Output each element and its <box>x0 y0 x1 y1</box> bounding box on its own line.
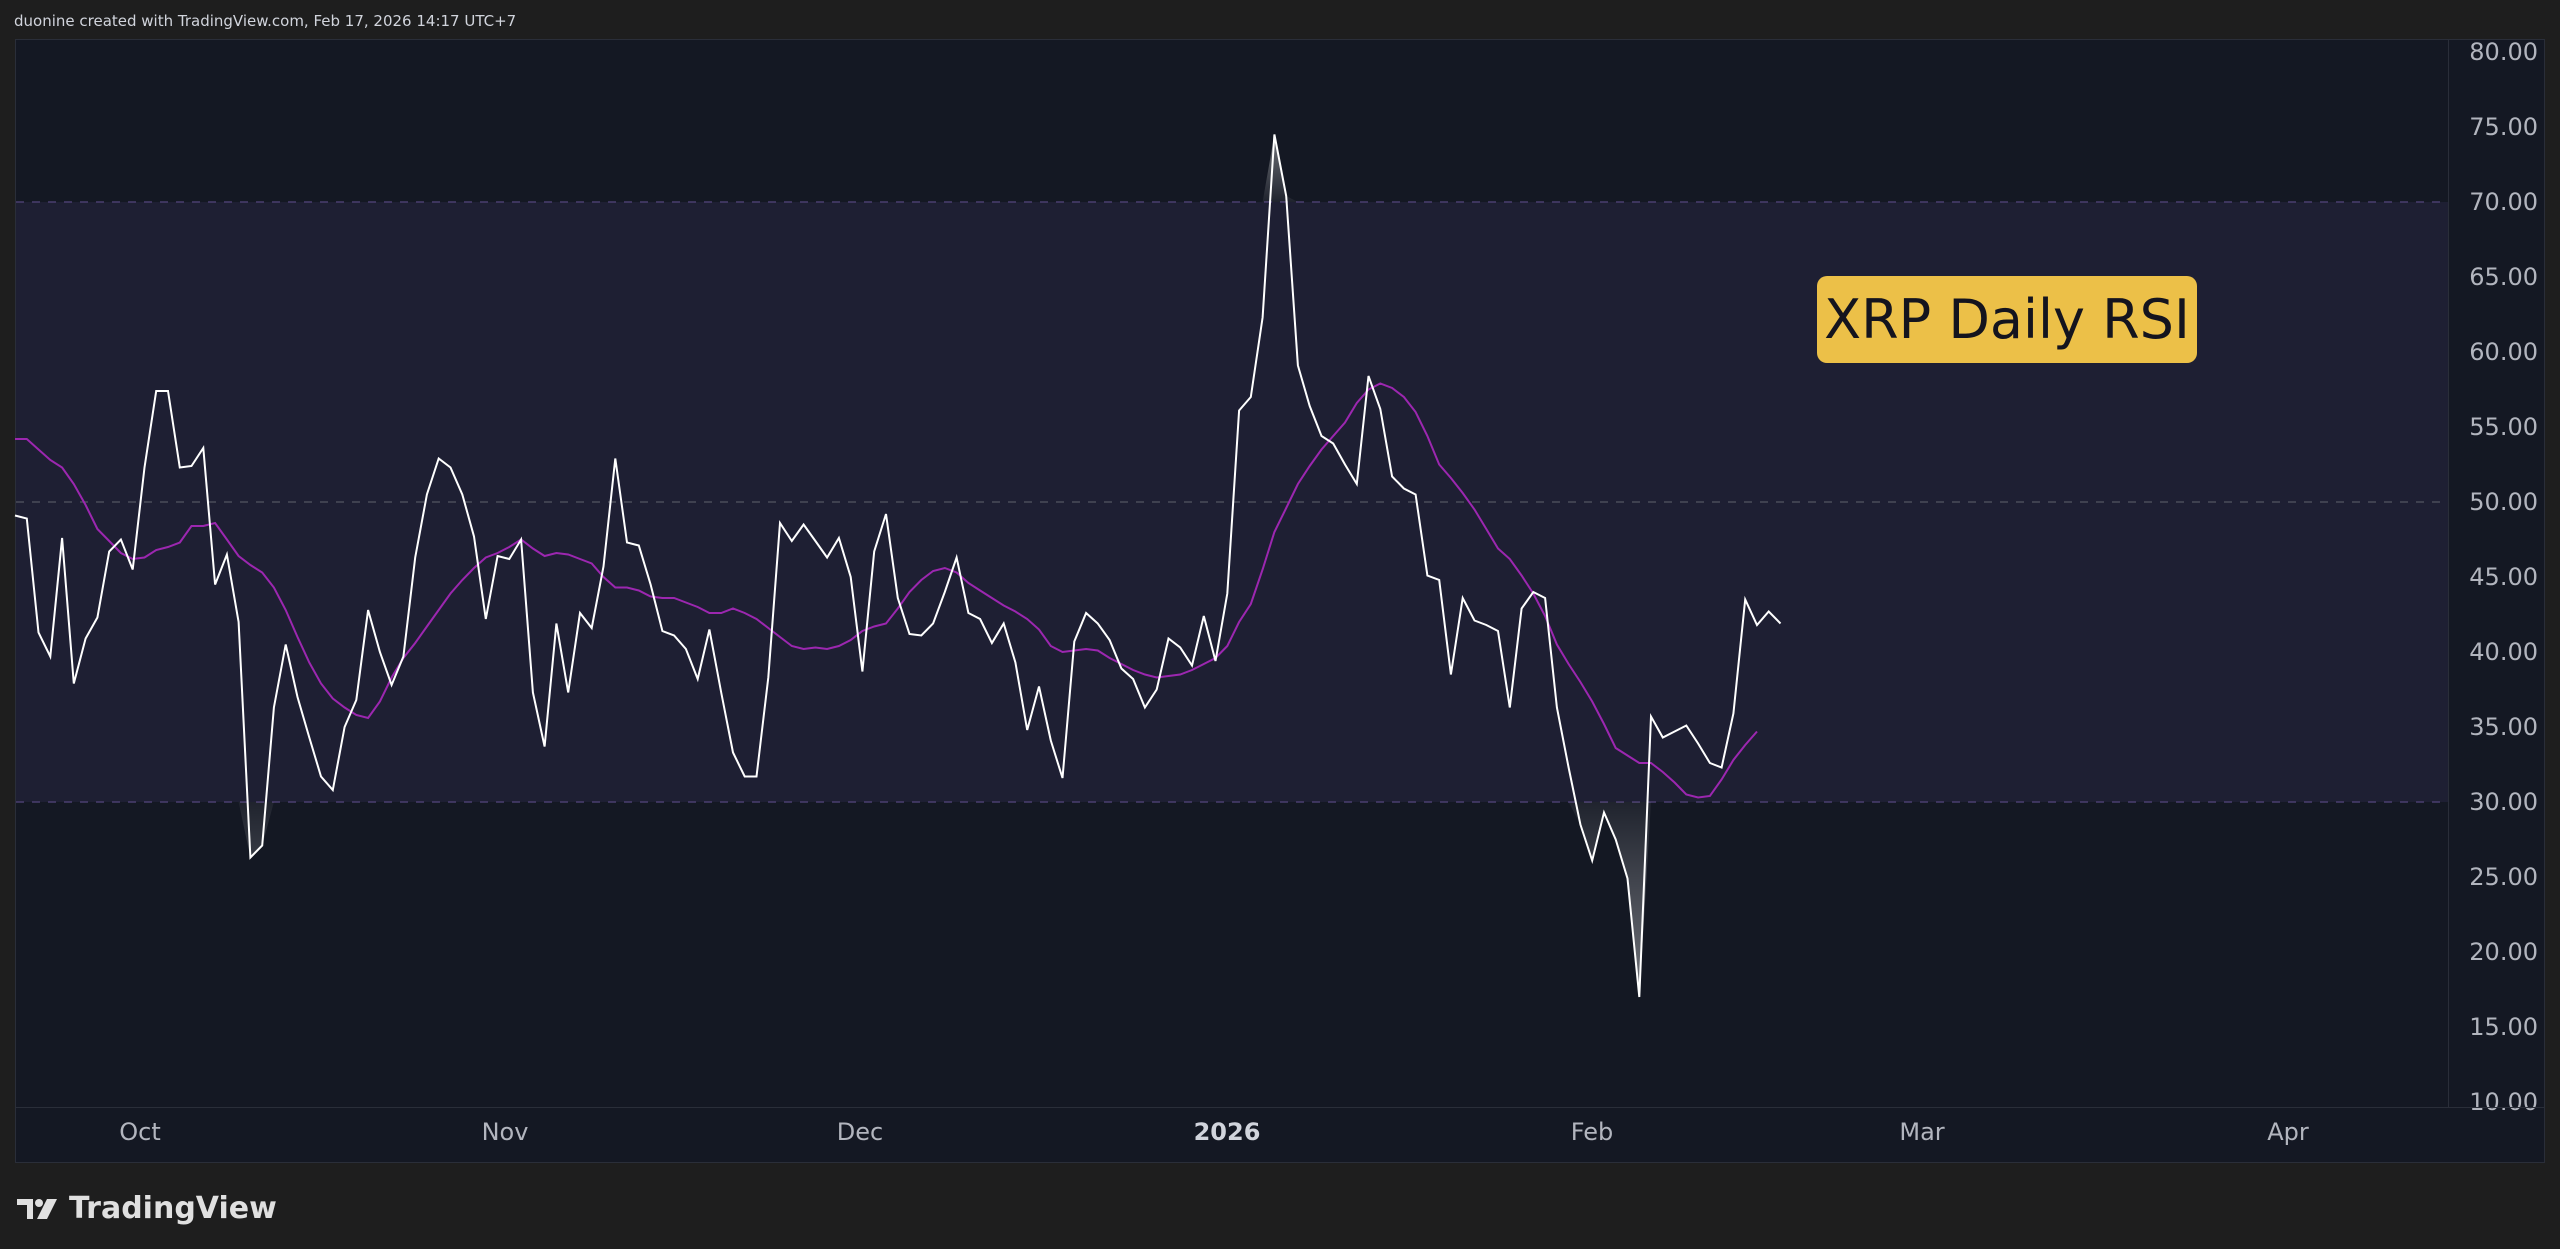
y-tick-label: 20.00 <box>2469 938 2538 966</box>
time-axis[interactable]: Oct Nov Dec 2026 Feb Mar Apr <box>15 1107 2545 1164</box>
x-tick-label: Apr <box>2267 1118 2309 1146</box>
x-tick-label: Feb <box>1570 1118 1614 1146</box>
y-tick-label: 60.00 <box>2469 338 2538 366</box>
y-tick-label: 55.00 <box>2469 413 2538 441</box>
y-tick-label: 75.00 <box>2469 113 2538 141</box>
x-tick-label: Nov <box>481 1118 529 1146</box>
chart-credit: duonine created with TradingView.com, Fe… <box>14 12 517 30</box>
chart-title-label: XRP Daily RSI <box>1817 276 2197 363</box>
y-tick-label: 65.00 <box>2469 263 2538 291</box>
rsi-line <box>14 134 1782 998</box>
y-tick-label: 30.00 <box>2469 788 2538 816</box>
x-tick-label: Mar <box>1899 1118 1945 1146</box>
rsi-ma-line <box>15 382 1758 799</box>
x-tick-label: 2026 <box>1193 1118 1261 1146</box>
tradingview-brand-text: TradingView <box>69 1191 277 1226</box>
tradingview-logo[interactable]: TradingView <box>17 1191 277 1226</box>
y-tick-label: 80.00 <box>2469 38 2538 66</box>
y-tick-label: 70.00 <box>2469 188 2538 216</box>
price-axis[interactable]: 80.00 75.00 70.00 65.00 60.00 55.00 50.00 45.00… <box>2448 38 2546 1116</box>
x-tick-label: Oct <box>119 1118 161 1146</box>
tradingview-logo-icon <box>17 1198 57 1219</box>
y-tick-label: 10.00 <box>2469 1088 2538 1116</box>
y-tick-label: 45.00 <box>2469 563 2538 591</box>
y-tick-label: 25.00 <box>2469 863 2538 891</box>
x-tick-label: Dec <box>836 1118 884 1146</box>
y-tick-label: 50.00 <box>2469 488 2538 516</box>
y-tick-label: 15.00 <box>2469 1013 2538 1041</box>
y-tick-label: 35.00 <box>2469 713 2538 741</box>
y-tick-label: 40.00 <box>2469 638 2538 666</box>
